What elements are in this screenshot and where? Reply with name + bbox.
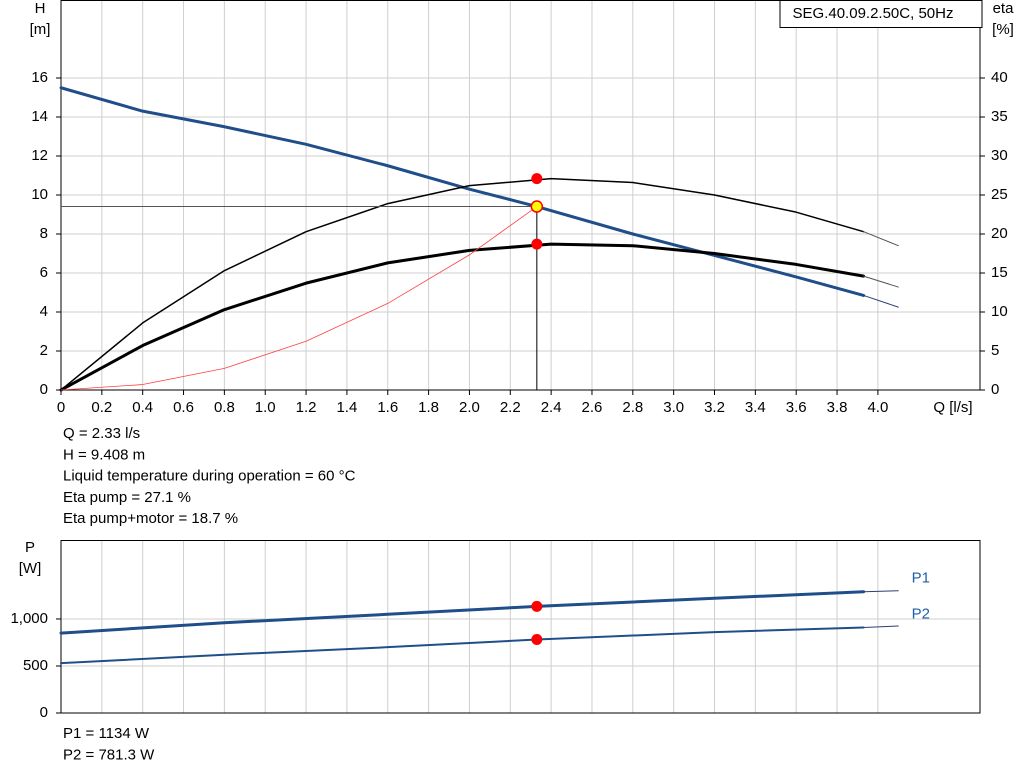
y-tick-label: 10	[31, 186, 48, 203]
series-line	[863, 294, 899, 308]
y-tick-label: 500	[23, 657, 48, 674]
info-text: Eta pump = 27.1 %	[63, 489, 191, 506]
y-axis-label: H	[35, 0, 46, 17]
x-tick-label: 4.0	[867, 399, 888, 416]
y-tick-label: 0	[40, 704, 48, 721]
info-text: P1 = 1134 W	[63, 725, 150, 742]
y2-tick-label: 10	[991, 303, 1008, 320]
series-line	[59, 590, 866, 635]
info-text: H = 9.408 m	[63, 446, 145, 463]
series-line	[59, 242, 866, 392]
y-axis-unit: [W]	[19, 560, 42, 577]
plot-frame	[60, 540, 981, 714]
series-line	[863, 590, 899, 593]
x-tick-label: 2.2	[500, 399, 521, 416]
y-tick-label: 14	[31, 108, 48, 125]
x-tick-label: 0	[57, 399, 65, 416]
series-line	[60, 177, 865, 391]
x-tick-label: 3.8	[827, 399, 848, 416]
y-tick-label: 4	[40, 303, 48, 320]
operating-point	[531, 600, 543, 612]
info-text: Eta pump+motor = 18.7 %	[63, 510, 238, 527]
chart-title: SEG.40.09.2.50C, 50Hz	[793, 5, 954, 22]
y2-tick-label: 0	[991, 381, 999, 398]
x-tick-label: 1.4	[336, 399, 357, 416]
x-tick-label: 3.6	[786, 399, 807, 416]
series-label: P2	[912, 605, 930, 622]
y-axis-unit: [m]	[30, 21, 51, 38]
x-axis-label: Q [l/s]	[933, 399, 972, 416]
y2-tick-label: 40	[991, 69, 1008, 86]
series-line	[863, 275, 899, 288]
info-text: Liquid temperature during operation = 60…	[63, 468, 356, 485]
x-tick-label: 2.0	[459, 399, 480, 416]
y2-tick-label: 5	[991, 342, 999, 359]
operating-point	[531, 634, 543, 646]
x-tick-label: 1.8	[418, 399, 439, 416]
y-tick-label: 2	[40, 342, 48, 359]
y-tick-label: 8	[40, 225, 48, 242]
x-tick-label: 1.6	[377, 399, 398, 416]
x-tick-label: 2.6	[582, 399, 603, 416]
x-tick-label: 2.8	[622, 399, 643, 416]
info-text: Q = 2.33 l/s	[63, 425, 140, 442]
y2-tick-label: 15	[991, 264, 1008, 281]
x-tick-label: 0.6	[173, 399, 194, 416]
x-tick-label: 0.2	[91, 399, 112, 416]
y2-axis-label: eta	[993, 0, 1015, 17]
series-label: P1	[912, 570, 930, 587]
y-axis-label: P	[25, 539, 35, 556]
operating-point	[530, 200, 544, 213]
title-box	[779, 0, 983, 28]
y-tick-label: 0	[40, 381, 48, 398]
info-text: P2 = 781.3 W	[63, 746, 155, 763]
x-tick-label: 3.0	[663, 399, 684, 416]
y-tick-label: 12	[31, 147, 48, 164]
x-tick-label: 2.4	[541, 399, 562, 416]
x-tick-label: 0.4	[132, 399, 153, 416]
series-line	[60, 626, 865, 665]
x-tick-label: 1.2	[296, 399, 317, 416]
y2-tick-label: 35	[991, 108, 1008, 125]
y2-axis-unit: [%]	[992, 21, 1014, 38]
x-tick-label: 3.2	[704, 399, 725, 416]
y2-tick-label: 25	[991, 186, 1008, 203]
series-line	[60, 206, 538, 391]
plot-frame	[60, 0, 981, 391]
series-line	[863, 231, 899, 247]
x-tick-label: 3.4	[745, 399, 766, 416]
y-tick-label: 6	[40, 264, 48, 281]
series-line	[863, 625, 899, 628]
operating-point	[531, 173, 543, 185]
y2-tick-label: 20	[991, 225, 1008, 242]
y-tick-label: 16	[31, 69, 48, 86]
x-tick-label: 1.0	[255, 399, 276, 416]
x-tick-label: 0.8	[214, 399, 235, 416]
series-line	[59, 86, 866, 297]
y-tick-label: 1,000	[10, 610, 48, 627]
y2-tick-label: 30	[991, 147, 1008, 164]
operating-point	[531, 238, 543, 250]
